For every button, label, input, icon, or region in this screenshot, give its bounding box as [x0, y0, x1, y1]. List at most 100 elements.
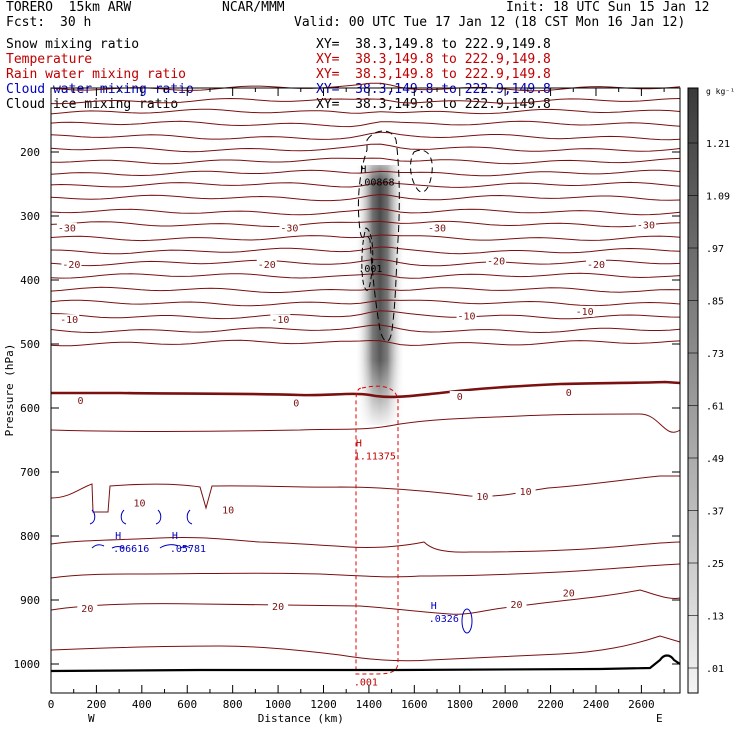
colorbar-label: .73 [706, 349, 724, 360]
colorbar-unit: g kg⁻¹ [706, 87, 735, 96]
isotherm-label: -30 [280, 224, 298, 235]
field-name-rain: Rain water mixing ratio [6, 67, 187, 82]
isotherm-label-bg [77, 602, 98, 614]
colorbar-label: .13 [706, 612, 724, 623]
rain-water-contour [355, 385, 399, 675]
isotherm-label-bg [129, 497, 150, 509]
isotherm-label-bg [486, 255, 507, 267]
colorbar-label: .85 [706, 297, 724, 308]
cloud-water-contour [89, 509, 127, 549]
field-xy-temperature: XY= 38.3,149.8 to 222.9,149.8 [316, 52, 551, 67]
y-tick-label: 700 [20, 466, 40, 479]
cloud-ice-contour [357, 130, 400, 342]
field-name-cloud-water: Cloud water mixing ratio [6, 82, 194, 97]
x-tick-label: 200 [86, 698, 106, 711]
y-tick-label: 200 [20, 146, 40, 159]
isotherm-label: -20 [587, 260, 605, 271]
isotherm-line [50, 299, 681, 307]
field-xy-rain: XY= 38.3,149.8 to 222.9,149.8 [316, 67, 551, 82]
colorbar [687, 87, 699, 694]
x-tick-label: 1400 [356, 698, 383, 711]
field-name-temperature: Temperature [6, 52, 93, 67]
isotherm-label: -10 [271, 315, 289, 326]
isotherm-label: 0 [293, 398, 299, 409]
isotherm-line [50, 220, 681, 228]
isotherm-label: 20 [272, 602, 284, 613]
valid-time: Valid: 00 UTC Tue 17 Jan 12 (18 CST Mon … [294, 15, 686, 30]
isotherm-line [51, 97, 681, 105]
isotherm-line [50, 589, 681, 615]
isotherm-label: 0 [457, 392, 463, 403]
y-tick-label: 800 [20, 530, 40, 543]
isotherm-label-bg [574, 305, 595, 317]
plot-frame [50, 87, 681, 694]
isotherm-line [50, 143, 681, 153]
isotherm-line [51, 157, 681, 165]
isotherm-label: -20 [258, 260, 276, 271]
colorbar-label: .01 [706, 664, 724, 675]
isotherm-label-bg [558, 587, 579, 599]
isotherm-label-bg [279, 222, 300, 234]
isotherm-label: -30 [58, 224, 76, 235]
isotherm-line [50, 82, 681, 92]
snow-shading [355, 165, 405, 425]
isotherm-label: -30 [637, 221, 655, 232]
x-tick-label: 1200 [310, 698, 337, 711]
isotherm-line [50, 208, 681, 216]
y-tick-label: 300 [20, 210, 40, 223]
x-tick-label: 600 [177, 698, 197, 711]
isotherm-label-bg [286, 397, 307, 409]
y-tick-label: 900 [20, 594, 40, 607]
isotherm-line [50, 169, 681, 177]
east-label: E [656, 712, 663, 725]
isotherm-label-bg [61, 259, 82, 271]
isotherm-label: -10 [458, 311, 476, 322]
isotherm-label: 10 [476, 492, 488, 503]
maximum-value: .00868 [358, 178, 394, 189]
isotherm-line [50, 131, 681, 141]
x-tick-label: 400 [132, 698, 152, 711]
isotherm-label-bg [268, 600, 289, 612]
y-tick-label: 600 [20, 402, 40, 415]
maximum-marker: H [360, 165, 366, 176]
y-tick-label: 400 [20, 274, 40, 287]
isotherm-line [50, 272, 681, 279]
isotherm-label-bg [256, 259, 277, 271]
isotherm-label: -20 [62, 260, 80, 271]
x-tick-label: 1800 [446, 698, 473, 711]
isotherm-label-bg [506, 599, 527, 611]
isotherm-label: 20 [510, 600, 522, 611]
x-tick-label: 2600 [628, 698, 655, 711]
forecast-hour: 30 h [60, 15, 92, 30]
isotherm-label-bg [449, 391, 470, 403]
isotherm-line [50, 635, 681, 662]
isotherm-line [50, 181, 681, 188]
colorbar-label: 1.21 [706, 139, 730, 150]
y-tick-label: 500 [20, 338, 40, 351]
isotherm-label: 20 [81, 604, 93, 615]
x-tick-label: 0 [48, 698, 55, 711]
y-tick-label: 1000 [14, 658, 41, 671]
isotherm-label-bg [585, 259, 606, 271]
isotherm-line [50, 563, 681, 579]
isotherm-line [50, 193, 681, 202]
isotherm-line [50, 413, 681, 433]
isotherm-label-bg [472, 490, 493, 502]
model-title: TORERO 15km ARW [6, 0, 132, 15]
isotherm-label-bg [558, 387, 579, 399]
x-tick-label: 800 [223, 698, 243, 711]
isotherm-label: 20 [563, 589, 575, 600]
isotherm-label: 10 [520, 487, 532, 498]
colorbar-label: 1.09 [706, 192, 730, 203]
isotherm-line [50, 536, 681, 553]
isotherm-line [50, 324, 681, 334]
x-tick-label: 2000 [492, 698, 519, 711]
isotherm-label: -20 [487, 256, 505, 267]
isotherm-line [50, 246, 681, 255]
x-tick-label: 1600 [401, 698, 428, 711]
isotherm-label: 0 [566, 388, 572, 399]
colorbar-label: .37 [706, 507, 724, 518]
y-axis-title: Pressure (hPa) [3, 344, 16, 437]
west-label: W [88, 712, 95, 725]
